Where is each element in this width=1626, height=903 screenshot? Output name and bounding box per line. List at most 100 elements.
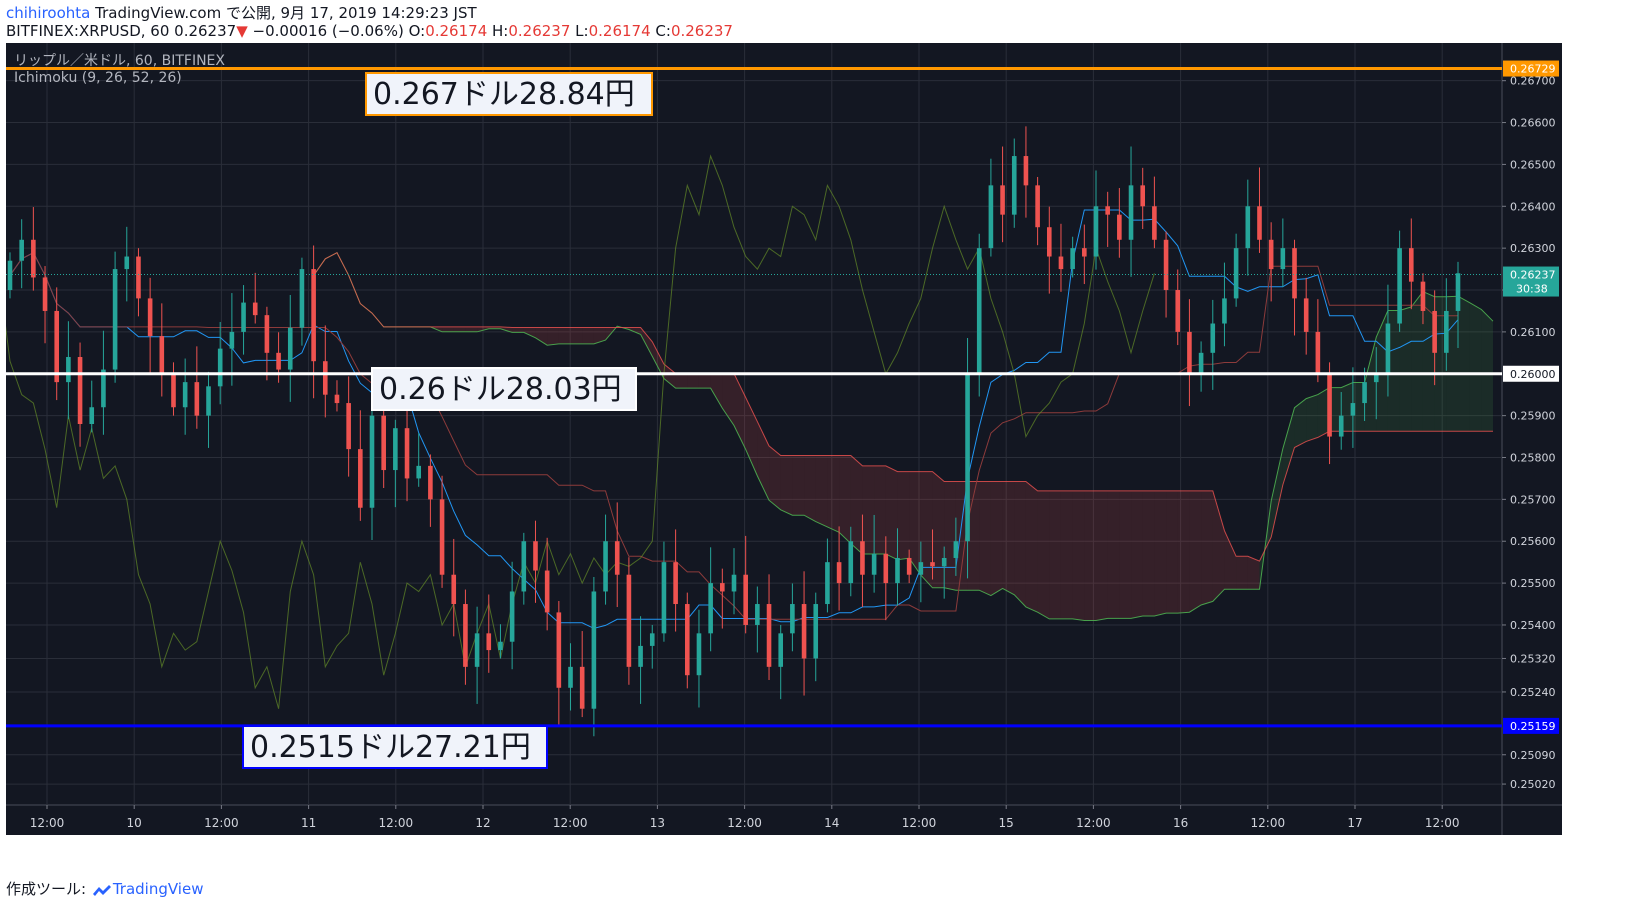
candle-body — [918, 562, 924, 575]
open-value: 0.26174 — [425, 22, 488, 40]
price-tick-label: 0.26600 — [1510, 117, 1556, 130]
candle-body — [579, 666, 585, 709]
cloud-segment — [792, 455, 805, 516]
candle-body — [1128, 185, 1134, 240]
price-tick-label: 0.25900 — [1510, 410, 1556, 423]
annotations[interactable]: 0.267ドル28.84円 0.26ドル28.03円 0.2515ドル27.21円 — [242, 72, 653, 769]
time-tick-label: 17 — [1347, 816, 1362, 830]
cloud-segment — [1119, 490, 1132, 619]
candle-body — [521, 541, 527, 592]
cloud-segment — [955, 481, 968, 591]
cloud-segment — [1341, 382, 1353, 432]
cloud-segment — [1411, 291, 1423, 432]
annotation-text: 0.26ドル28.03円 — [379, 372, 622, 407]
candle-body — [801, 604, 807, 659]
annotation-box[interactable] — [242, 725, 548, 769]
annotation-box[interactable] — [365, 72, 653, 116]
price-tick-label: 0.25400 — [1510, 619, 1556, 632]
candle-body — [393, 428, 398, 471]
legend-symbol[interactable]: リップル／米ドル, 60, BITFINEX — [14, 53, 225, 69]
candle-body — [428, 465, 433, 500]
candle-body — [1408, 248, 1414, 282]
candle-body — [778, 633, 784, 667]
close-value: 0.26237 — [670, 22, 733, 40]
cloud-segment — [1189, 490, 1202, 613]
cloud-segment — [687, 373, 699, 389]
cloud-segment — [745, 397, 758, 477]
cloud-segment — [862, 465, 875, 554]
bar-countdown-label: 30:38 — [1516, 283, 1548, 296]
candle-body — [54, 310, 60, 383]
cloud-segment — [1236, 556, 1248, 590]
chart-header: chihiroohta TradingView.com で公開, 9月 17, … — [6, 4, 733, 40]
cloud-segment — [1271, 448, 1283, 538]
candle-body — [31, 239, 36, 278]
cloud-segment — [1060, 490, 1073, 619]
candle-body — [439, 499, 445, 575]
down-arrow-icon: ▼ — [236, 22, 248, 40]
footer-prefix: 作成ツール: — [6, 880, 87, 898]
time-tick-label: 12:00 — [902, 816, 937, 830]
cloud-segment — [1212, 490, 1225, 602]
candle-body — [871, 553, 877, 575]
senkou-span-a-line — [313, 252, 1494, 621]
cloud-segment — [710, 373, 723, 409]
ichimoku-cloud — [313, 252, 1494, 621]
cloud-segment — [1364, 337, 1377, 432]
cloud-segment — [827, 455, 840, 533]
cloud-segment — [1072, 490, 1085, 621]
cloud-segment — [465, 326, 478, 332]
candle-body — [568, 666, 573, 688]
price-chart[interactable]: 0.25020 0.25090 0.25240 0.25320 0.25400 0.255… — [6, 43, 1562, 835]
cloud-segment — [652, 341, 664, 379]
cloud-segment — [979, 481, 991, 596]
annotation-text: 0.2515ドル27.21円 — [250, 730, 531, 765]
candle-body — [544, 570, 550, 613]
cloud-segment — [523, 327, 536, 338]
cloud-segment — [698, 373, 711, 389]
candle-body — [147, 298, 153, 337]
price-tick-label: 0.26500 — [1510, 158, 1556, 171]
candle-body — [708, 583, 713, 634]
time-tick-label: 12:00 — [379, 816, 414, 830]
candle-body — [848, 541, 854, 584]
cloud-segment — [1131, 490, 1143, 619]
cloud-segment — [1049, 490, 1061, 619]
price-tick-label: 0.26700 — [1510, 75, 1556, 88]
cloud-segment — [1154, 490, 1167, 617]
candle-body — [1327, 373, 1332, 437]
candle-body — [1023, 156, 1029, 186]
candle-body — [299, 269, 305, 328]
price-tick-label: 0.25020 — [1510, 778, 1556, 791]
candle-body — [1011, 156, 1017, 215]
cloud-segment — [1469, 302, 1482, 432]
cloud-segment — [1352, 382, 1365, 432]
candle-body — [953, 541, 959, 558]
cloud-segment — [1434, 296, 1447, 432]
price-tick-label: 0.25090 — [1510, 749, 1556, 762]
cloud-segment — [932, 471, 945, 588]
candle-body — [101, 369, 106, 408]
candle-body — [1105, 206, 1110, 215]
legend-indicator[interactable]: Ichimoku (9, 26, 52, 26) — [14, 70, 182, 86]
price-axis[interactable] — [1502, 43, 1562, 835]
cloud-segment — [1422, 291, 1435, 432]
candle-body — [66, 357, 71, 383]
cloud-segment — [1247, 556, 1260, 590]
candle-body — [486, 633, 492, 651]
candle-body — [474, 633, 480, 667]
candle-body — [346, 403, 351, 450]
candle-body — [1082, 248, 1087, 257]
author-link[interactable]: chihiroohta — [6, 4, 91, 22]
time-axis-labels: 12:00 10 12:00 11 12:00 12 12:00 13 12:00 14 12:00… — [30, 805, 1459, 830]
candle-body — [112, 269, 118, 370]
horizontal-line-price-label: 0.25159 — [1510, 720, 1556, 733]
footer-brand[interactable]: TradingView — [112, 880, 204, 898]
ohlc-line: BITFINEX:XRPUSD, 60 0.26237▼ −0.00016 (−… — [6, 22, 733, 40]
annotation-box[interactable] — [371, 367, 637, 411]
high-value: 0.26237 — [508, 22, 571, 40]
time-tick-label: 12 — [475, 816, 490, 830]
cloud-segment — [780, 455, 793, 516]
tenkan-sen-line — [9, 209, 1459, 629]
candle-body — [358, 449, 363, 508]
